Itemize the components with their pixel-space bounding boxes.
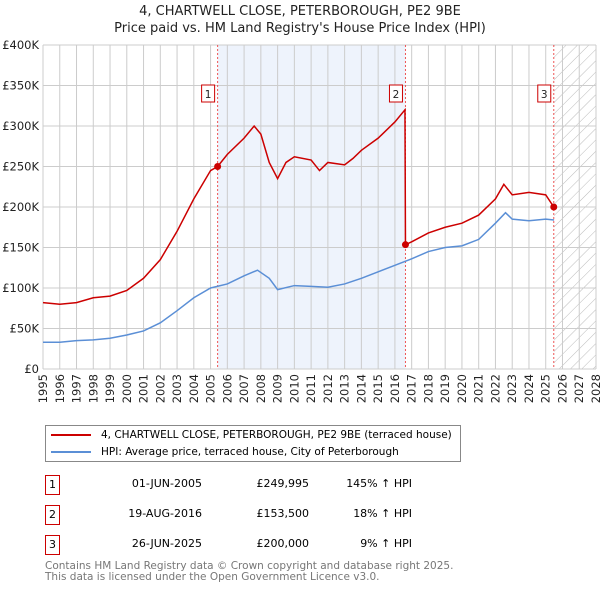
x-tick-label: 2026: [555, 374, 569, 403]
x-tick-label: 2005: [204, 374, 218, 403]
x-tick-label: 2019: [438, 374, 452, 403]
chart-title: 4, CHARTWELL CLOSE, PETERBOROUGH, PE2 9B…: [139, 4, 461, 19]
y-tick-label: £200K: [2, 200, 39, 214]
sale-label: 3: [541, 89, 548, 101]
x-tick-label: 2014: [354, 374, 368, 403]
sale-badge: 3: [45, 535, 60, 555]
x-tick-label: 2028: [589, 374, 600, 403]
sale-label-box: [537, 84, 552, 103]
x-tick-label: 2022: [488, 374, 502, 403]
x-tick-label: 2021: [472, 374, 486, 403]
x-tick-label: 1998: [86, 374, 100, 403]
y-tick-label: £300K: [2, 119, 39, 133]
legend-label-hpi: HPI: Average price, terraced house, City…: [101, 446, 399, 458]
legend-line-red: [51, 434, 91, 436]
footer: Contains HM Land Registry data © Crown c…: [45, 561, 453, 583]
chart-svg: 1995 1996 1997 1998 1999 2000 2001 2002 2003 2004…: [2, 38, 600, 403]
sale-date: 01-JUN-2005: [131, 477, 202, 490]
sale-point: [401, 241, 409, 249]
sale-hpi: 9% ↑ HPI: [360, 537, 412, 550]
x-tick-label: 1997: [70, 374, 84, 403]
sale-label: 1: [205, 89, 212, 101]
sale-label: 2: [393, 89, 400, 101]
x-tick-label: 2017: [405, 374, 419, 403]
footer-line: This data is licensed under the Open Gov…: [45, 571, 380, 583]
sale-badge: 2: [45, 505, 60, 525]
sale-price: £153,500: [256, 507, 310, 520]
x-tick-label: 2011: [304, 374, 318, 403]
x-tick-label: 2007: [237, 374, 251, 403]
y-tick-label: £400K: [2, 38, 39, 52]
legend-line-blue: [51, 451, 91, 453]
sale-date: 26-JUN-2025: [131, 537, 202, 550]
x-tick-label: 2023: [505, 374, 519, 403]
sale-price: £200,000: [256, 537, 310, 550]
x-tick-label: 2018: [421, 374, 435, 403]
sale-hpi: 18% ↑ HPI: [353, 507, 412, 520]
y-tick-label: £0: [24, 362, 39, 376]
x-tick-label: 2009: [271, 374, 285, 403]
y-tick-label: £100K: [2, 281, 39, 295]
sale-point: [214, 163, 222, 171]
sale-hpi: 145% ↑ HPI: [346, 477, 412, 490]
x-tick-label: 2010: [287, 374, 301, 403]
sale-date: 19-AUG-2016: [128, 507, 202, 520]
x-tick-label: 2004: [187, 374, 201, 403]
x-tick-label: 2020: [455, 374, 469, 403]
y-tick-label: £50K: [10, 322, 40, 336]
x-tick-label: 2015: [371, 374, 385, 403]
y-tick-label: £250K: [2, 160, 39, 174]
legend: 4, CHARTWELL CLOSE, PETERBOROUGH, PE2 9B…: [45, 425, 461, 462]
sale-label-box: [201, 84, 216, 103]
x-tick-label: 2012: [321, 374, 335, 403]
sale-row: 1 01-JUN-2005 £249,995 145% ↑ HPI: [45, 475, 445, 495]
series-line: [43, 211, 555, 344]
x-tick-label: 1999: [103, 374, 117, 403]
x-tick-label: 1995: [36, 374, 50, 403]
footer-line: Contains HM Land Registry data © Crown c…: [45, 560, 454, 572]
sale-price: £249,995: [256, 477, 310, 490]
y-tick-label: £150K: [2, 241, 39, 255]
sale-row: 3 26-JUN-2025 £200,000 9% ↑ HPI: [45, 535, 445, 555]
sale-row: 2 19-AUG-2016 £153,500 18% ↑ HPI: [45, 505, 445, 525]
x-tick-label: 2003: [170, 374, 184, 403]
series-line: [42, 107, 555, 305]
chart-subtitle: Price paid vs. HM Land Registry's House …: [114, 21, 486, 36]
sale-point: [550, 203, 558, 211]
legend-label-property: 4, CHARTWELL CLOSE, PETERBOROUGH, PE2 9B…: [101, 429, 452, 441]
x-tick-label: 1996: [53, 374, 67, 403]
y-tick-label: £350K: [2, 79, 39, 93]
x-tick-label: 2000: [120, 374, 134, 403]
x-tick-label: 2006: [220, 374, 234, 403]
x-tick-label: 2024: [522, 374, 536, 403]
x-tick-label: 2027: [572, 374, 586, 403]
x-tick-label: 2008: [254, 374, 268, 403]
sale-label-box: [388, 84, 403, 103]
x-tick-label: 2001: [137, 374, 151, 403]
sale-badge: 1: [45, 475, 60, 495]
x-tick-label: 2002: [153, 374, 167, 403]
x-tick-label: 2025: [539, 374, 553, 403]
x-tick-label: 2013: [338, 374, 352, 403]
x-tick-label: 2016: [388, 374, 402, 403]
